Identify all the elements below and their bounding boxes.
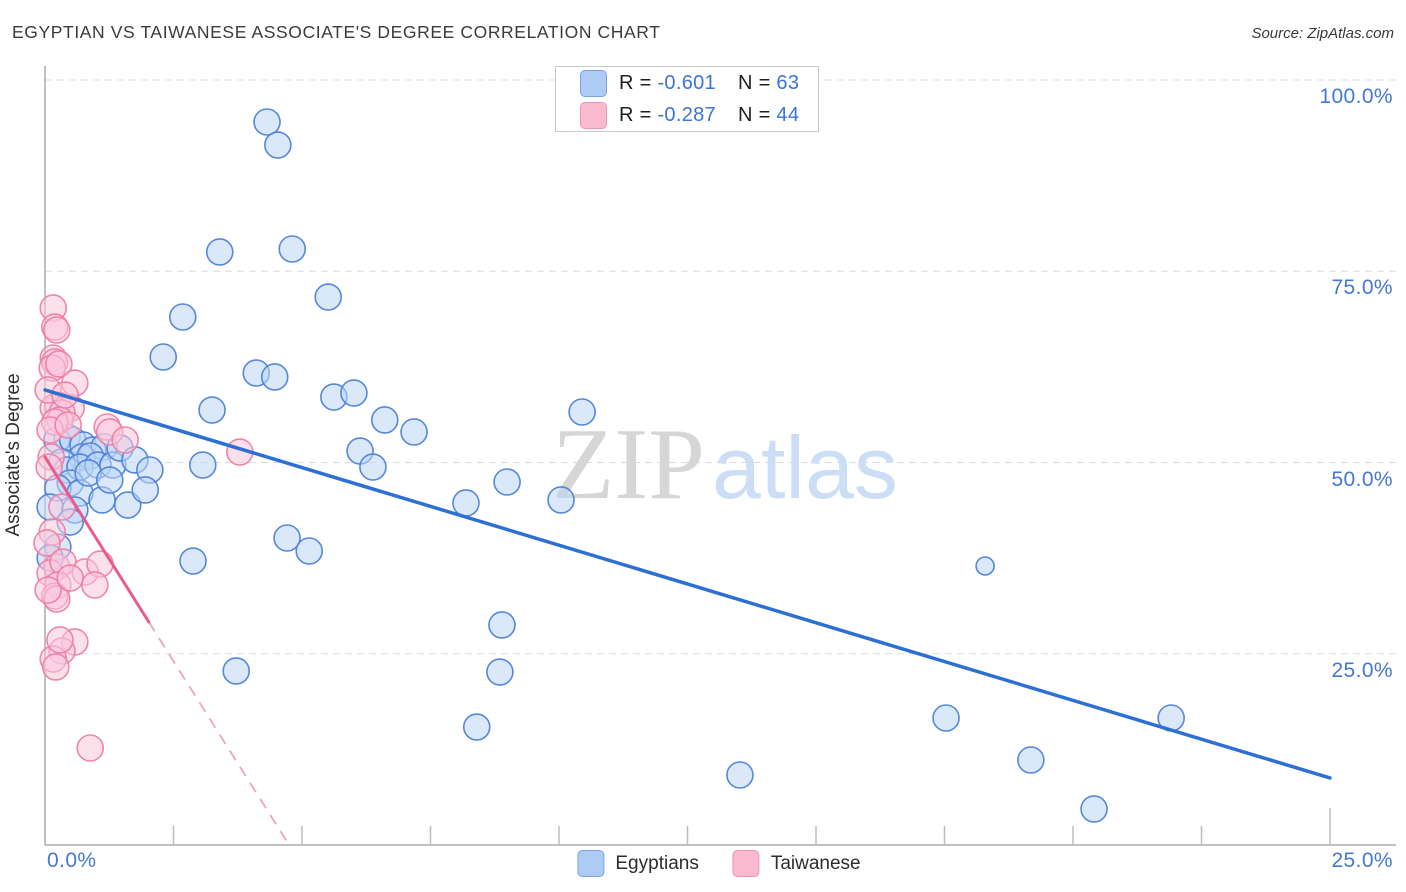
watermark-atlas: atlas (712, 418, 898, 517)
data-point-egyptians[interactable] (205, 238, 234, 266)
data-point-egyptians[interactable] (278, 235, 307, 263)
egyptians-label: Egyptians (615, 852, 699, 874)
y-axis-title: Associate's Degree (3, 373, 24, 537)
data-point-egyptians[interactable] (179, 547, 207, 575)
series-legend: Egyptians Taiwanese (577, 850, 861, 877)
data-point-taiwanese[interactable] (54, 411, 82, 439)
data-point-taiwanese[interactable] (76, 734, 105, 762)
data-point-egyptians[interactable] (273, 524, 301, 552)
egyptians-stats: R = -0.601 N = 63 (619, 72, 799, 95)
y-tick-label: 50.0% (1331, 467, 1393, 491)
data-point-taiwanese[interactable] (46, 626, 74, 654)
legend-row-taiwanese: R = -0.287 N = 44 (580, 101, 818, 129)
x-axis-max-label: 25.0% (1331, 849, 1393, 872)
egyptians-swatch-icon (580, 69, 607, 97)
data-point-egyptians[interactable] (95, 466, 124, 494)
data-point-taiwanese[interactable] (81, 571, 109, 599)
data-point-taiwanese[interactable] (56, 564, 84, 592)
source-label: Source: ZipAtlas.com (1251, 25, 1394, 42)
data-point-egyptians[interactable] (547, 486, 575, 514)
data-point-egyptians[interactable] (314, 283, 343, 311)
data-point-egyptians[interactable] (188, 451, 217, 479)
x-axis-min-label: 0.0% (47, 849, 97, 872)
data-point-egyptians[interactable] (113, 491, 142, 519)
data-point-egyptians[interactable] (488, 611, 516, 639)
data-point-egyptians[interactable] (493, 468, 521, 496)
taiwanese-swatch-icon (580, 101, 607, 129)
data-point-egyptians[interactable] (264, 131, 292, 159)
data-point-egyptians[interactable] (370, 406, 399, 434)
correlation-legend-box: R = -0.601 N = 63 R = -0.287 N = 44 (555, 66, 819, 132)
n-label: N = (737, 103, 771, 126)
egyptians-swatch-icon (577, 850, 605, 877)
n-value: 44 (776, 103, 800, 126)
data-point-taiwanese[interactable] (34, 576, 62, 604)
data-point-egyptians[interactable] (198, 396, 226, 424)
page-title: EGYPTIAN VS TAIWANESE ASSOCIATE'S DEGREE… (12, 22, 661, 42)
data-point-egyptians[interactable] (400, 418, 428, 446)
data-point-taiwanese[interactable] (33, 529, 61, 557)
trend-line-egyptians (43, 388, 1332, 780)
taiwanese-label: Taiwanese (770, 852, 861, 874)
data-point-egyptians[interactable] (295, 537, 323, 565)
data-point-egyptians[interactable] (1080, 795, 1108, 823)
r-value: -0.601 (657, 71, 716, 94)
data-point-taiwanese[interactable] (43, 316, 71, 344)
taiwanese-swatch-icon (732, 850, 760, 877)
data-point-egyptians[interactable] (568, 398, 596, 426)
y-tick-label: 75.0% (1331, 276, 1393, 300)
data-point-egyptians[interactable] (253, 108, 281, 136)
data-point-egyptians[interactable] (932, 704, 960, 732)
data-point-egyptians[interactable] (131, 476, 160, 504)
y-tick-label: 100.0% (1319, 85, 1393, 108)
data-point-egyptians[interactable] (222, 657, 251, 685)
data-point-taiwanese[interactable] (111, 426, 139, 454)
taiwanese-stats: R = -0.287 N = 44 (619, 104, 799, 127)
data-point-egyptians[interactable] (168, 303, 197, 331)
data-point-taiwanese[interactable] (41, 653, 70, 681)
r-label: R = (619, 103, 652, 126)
y-tick-label: 25.0% (1331, 658, 1393, 682)
data-point-egyptians[interactable] (726, 761, 754, 789)
data-point-egyptians[interactable] (462, 713, 491, 741)
r-label: R = (619, 71, 652, 94)
data-point-egyptians[interactable] (486, 658, 514, 686)
n-label: N = (737, 71, 771, 94)
data-point-egyptians[interactable] (1017, 746, 1045, 774)
data-point-egyptians[interactable] (452, 489, 480, 517)
watermark-zip: ZIP (552, 408, 705, 521)
data-point-egyptians[interactable] (359, 453, 387, 481)
data-point-egyptians[interactable] (340, 379, 368, 407)
data-point-taiwanese[interactable] (45, 350, 73, 378)
legend-item-taiwanese[interactable]: Taiwanese (732, 850, 861, 877)
trend-line-taiwanese-dashed (148, 621, 290, 846)
data-point-egyptians[interactable] (975, 556, 995, 576)
n-value: 63 (776, 71, 800, 94)
legend-item-egyptians[interactable]: Egyptians (577, 850, 699, 877)
data-point-egyptians[interactable] (149, 343, 178, 371)
legend-row-egyptians: R = -0.601 N = 63 (580, 69, 818, 97)
r-value: -0.287 (657, 103, 716, 126)
data-point-egyptians[interactable] (260, 363, 289, 391)
trend-line-taiwanese (43, 455, 151, 624)
